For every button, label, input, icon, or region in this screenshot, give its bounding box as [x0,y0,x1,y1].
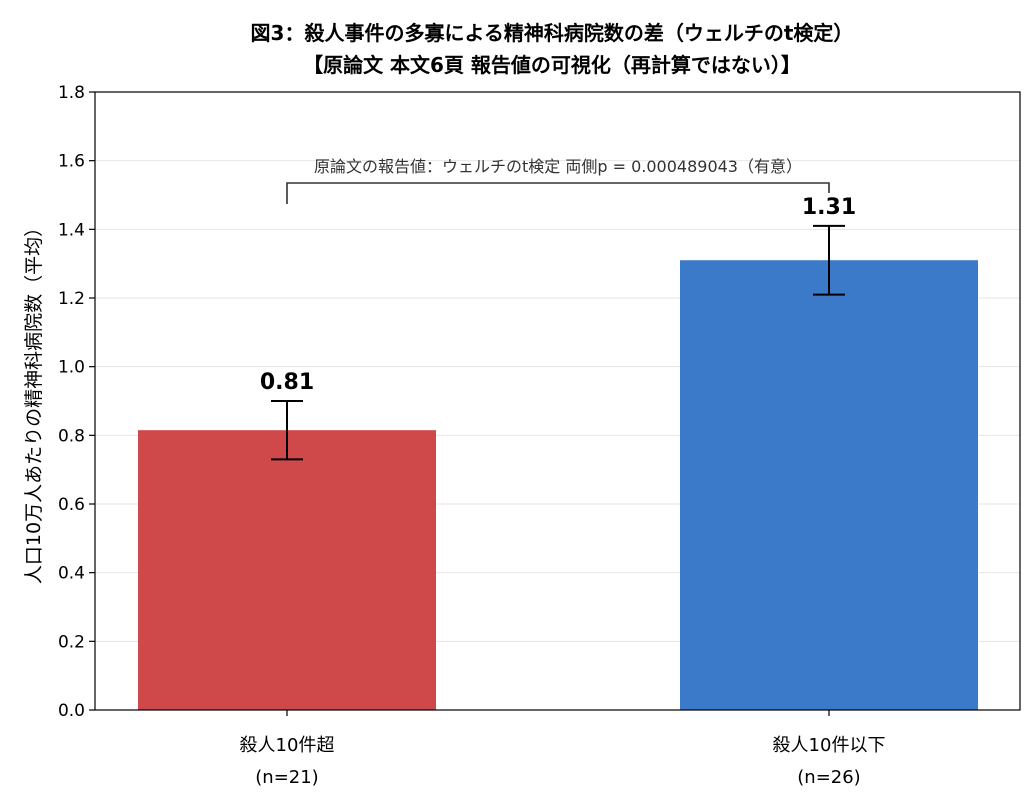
axes-layer [89,91,1021,716]
bar [680,260,978,710]
y-axis-label: 人口10万人あたりの精神科病院数（平均） [23,218,45,584]
labels-layer: 0.0 0.2 0.4 0.6 0.8 1.0 1.2 1.4 1.6 1.8 0.81 殺人10件超… [58,83,886,788]
x-tick-sublabel: (n=26) [797,767,860,788]
significance-bracket [286,182,830,204]
x-tick-label: 殺人10件以下 [773,735,886,756]
y-tick-label: 0.0 [58,701,85,721]
bars-layer [138,260,978,710]
y-tick-label: 0.4 [58,564,85,584]
plot-frame [94,91,1021,711]
x-tick-label: 殺人10件超 [240,735,335,756]
y-tick-label: 1.6 [58,152,85,172]
y-tick-label: 1.0 [58,358,85,378]
data-label: 0.81 [260,370,314,395]
y-tick-label: 0.8 [58,426,85,446]
error-bars-layer [271,224,845,461]
y-tick-label: 0.2 [58,632,85,652]
y-tick-label: 1.2 [58,289,85,309]
y-tick-label: 1.8 [58,83,85,103]
significance-annotation: 原論文の報告値：ウェルチのt検定 両側p = 0.000489043（有意） [286,157,830,204]
chart-title: 図3：殺人事件の多寡による精神科病院数の差（ウェルチのt検定） [251,21,854,45]
bar [138,430,436,710]
chart-subtitle: 【原論文 本文6頁 報告値の可視化（再計算ではない）】 [303,53,801,77]
x-tick-sublabel: (n=21) [255,767,318,788]
data-label: 1.31 [802,195,856,220]
y-tick-label: 1.4 [58,220,85,240]
significance-text: 原論文の報告値：ウェルチのt検定 両側p = 0.000489043（有意） [314,157,802,176]
y-tick-label: 0.6 [58,495,85,515]
